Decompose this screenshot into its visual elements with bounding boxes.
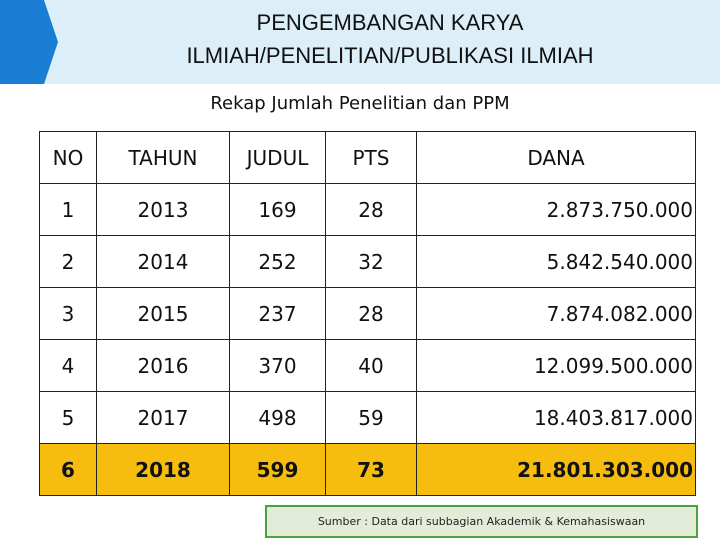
cell-tahun: 2018 (96, 443, 230, 496)
table-row: 1 2013 169 28 2.873.750.000 (39, 183, 696, 236)
cell-dana: 21.801.303.000 (416, 443, 696, 496)
cell-no: 5 (39, 391, 97, 444)
cell-tahun: 2013 (96, 183, 230, 236)
research-summary-table: NO TAHUN JUDUL PTS DANA 1 2013 169 28 2.… (39, 131, 696, 496)
cell-dana: 12.099.500.000 (416, 339, 696, 392)
column-header-no: NO (39, 131, 97, 184)
accent-chevron (0, 0, 58, 84)
cell-dana: 2.873.750.000 (416, 183, 696, 236)
page-title-line-2: ILMIAH/PENELITIAN/PUBLIKASI ILMIAH (186, 43, 594, 68)
cell-tahun: 2015 (96, 287, 230, 340)
cell-tahun: 2016 (96, 339, 230, 392)
cell-dana: 7.874.082.000 (416, 287, 696, 340)
cell-no: 3 (39, 287, 97, 340)
table-row-highlighted: 6 2018 599 73 21.801.303.000 (39, 443, 696, 496)
cell-pts: 32 (325, 235, 417, 288)
column-header-dana: DANA (416, 131, 696, 184)
column-header-judul: JUDUL (229, 131, 326, 184)
cell-no: 6 (39, 443, 97, 496)
cell-tahun: 2014 (96, 235, 230, 288)
cell-tahun: 2017 (96, 391, 230, 444)
table-row: 3 2015 237 28 7.874.082.000 (39, 287, 696, 340)
cell-judul: 252 (229, 235, 326, 288)
cell-pts: 73 (325, 443, 417, 496)
table-row: 5 2017 498 59 18.403.817.000 (39, 391, 696, 444)
page-title: PENGEMBANGAN KARYA ILMIAH/PENELITIAN/PUB… (60, 6, 720, 72)
cell-judul: 370 (229, 339, 326, 392)
cell-pts: 28 (325, 287, 417, 340)
column-header-pts: PTS (325, 131, 417, 184)
cell-no: 1 (39, 183, 97, 236)
cell-judul: 169 (229, 183, 326, 236)
cell-judul: 599 (229, 443, 326, 496)
cell-judul: 237 (229, 287, 326, 340)
table-row: 2 2014 252 32 5.842.540.000 (39, 235, 696, 288)
cell-judul: 498 (229, 391, 326, 444)
cell-pts: 59 (325, 391, 417, 444)
cell-dana: 5.842.540.000 (416, 235, 696, 288)
cell-no: 2 (39, 235, 97, 288)
cell-dana: 18.403.817.000 (416, 391, 696, 444)
cell-pts: 40 (325, 339, 417, 392)
table-caption: Rekap Jumlah Penelitian dan PPM (210, 93, 510, 114)
title-banner: PENGEMBANGAN KARYA ILMIAH/PENELITIAN/PUB… (0, 0, 720, 84)
cell-no: 4 (39, 339, 97, 392)
source-note: Sumber : Data dari subbagian Akademik & … (265, 505, 698, 538)
table-row: 4 2016 370 40 12.099.500.000 (39, 339, 696, 392)
cell-pts: 28 (325, 183, 417, 236)
table-header-row: NO TAHUN JUDUL PTS DANA (39, 131, 696, 184)
column-header-tahun: TAHUN (96, 131, 230, 184)
page-title-line-1: PENGEMBANGAN KARYA (256, 10, 524, 35)
